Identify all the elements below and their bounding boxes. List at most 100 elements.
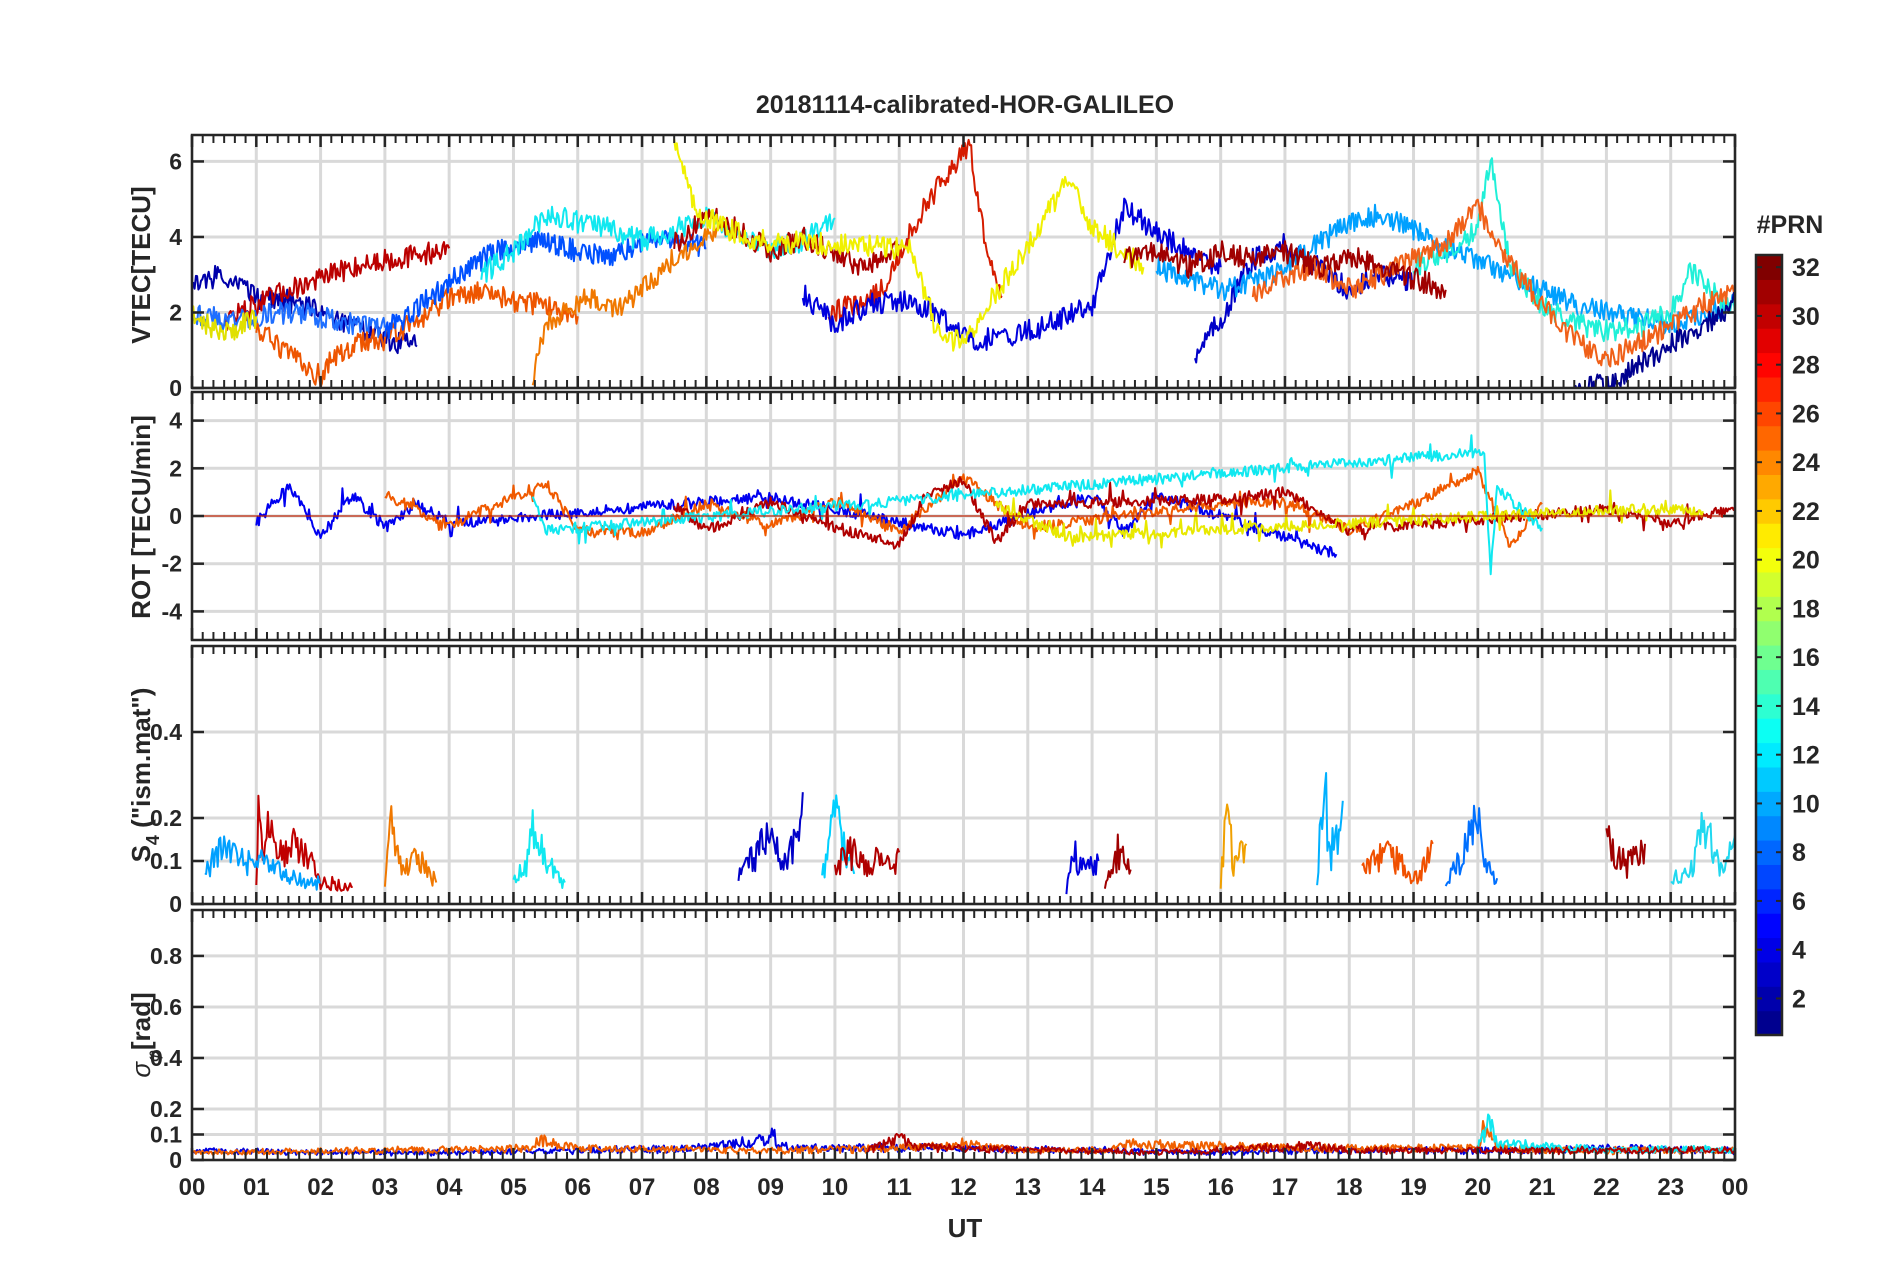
series-line-prn-31 [1103, 833, 1132, 889]
colorbar-tick-label: 8 [1792, 839, 1806, 867]
colorbar-band [1756, 620, 1782, 646]
y-tick-label: 0.1 [150, 1121, 182, 1147]
x-tick-label: 16 [1207, 1174, 1234, 1201]
series-line-prn-26 [1361, 839, 1434, 885]
colorbar-tick-label: 32 [1792, 254, 1820, 282]
y-axis-label-s4: S4 ("ism.mat") [126, 688, 163, 863]
series-group [204, 772, 1735, 895]
figure-title: 20181114-calibrated-HOR-GALILEO [756, 91, 1174, 119]
series-line-prn-30 [255, 794, 353, 892]
colorbar-band [1756, 328, 1782, 354]
x-tick-label: 02 [307, 1174, 334, 1201]
y-tick-label: 0.4 [150, 719, 182, 745]
x-tick-label: 21 [1529, 1174, 1556, 1201]
series-line-prn-26 [1251, 198, 1735, 368]
colorbar-tick-label: 24 [1792, 449, 1820, 477]
colorbar-tick-label: 28 [1792, 352, 1820, 380]
series-line-prn-24 [531, 221, 721, 386]
y-tick-label: 0.8 [150, 943, 182, 969]
series-line-prn-9 [192, 301, 386, 339]
colorbar-tick-label: 20 [1792, 547, 1820, 575]
x-tick-label: 08 [693, 1174, 720, 1201]
colorbar-band [1756, 961, 1782, 987]
y-tick-label: -4 [162, 598, 183, 624]
colorbar-band [1756, 864, 1782, 890]
x-tick-label: 19 [1400, 1174, 1427, 1201]
colorbar-tick-label: 22 [1792, 498, 1820, 526]
y-axis-label-sub: φ [143, 1050, 163, 1062]
colorbar-band [1756, 718, 1782, 744]
series-line-prn-25 [255, 281, 579, 388]
colorbar-tick-label: 14 [1792, 693, 1820, 721]
series-line-prn-4 [801, 197, 1222, 351]
colorbar-band [1756, 523, 1782, 549]
x-tick-label: 00 [1722, 1174, 1749, 1201]
series-line-prn-24 [383, 805, 438, 887]
y-tick-label: 0.1 [150, 848, 182, 874]
colorbar-tick-label: 6 [1792, 888, 1806, 916]
colorbar-band [1756, 571, 1782, 597]
colorbar-tick-label: 16 [1792, 644, 1820, 672]
series-line-prn-29 [1123, 240, 1447, 300]
panel-rot: -4 -2 0 2 4 ROT [TECU/min] [126, 390, 1737, 642]
colorbar-band [1756, 474, 1782, 500]
y-tick-label: -2 [162, 551, 182, 577]
colorbar-frame [1754, 253, 1784, 1037]
series-group [192, 434, 1735, 576]
series-line-prn-31 [1605, 825, 1646, 879]
colorbar-band [1756, 425, 1782, 451]
y-tick-label: 4 [169, 408, 182, 434]
y-tick-label: 0 [169, 1147, 182, 1173]
series-line-prn-12 [821, 794, 856, 879]
series-line-prn-31 [866, 1132, 1735, 1157]
y-tick-label: 2 [169, 455, 182, 481]
colorbar-band [1756, 815, 1782, 841]
x-tick-label: 14 [1079, 1174, 1106, 1201]
y-tick-label: 0 [169, 503, 182, 529]
y-axis-label-sub: 4 [143, 835, 163, 845]
x-tick-label: 01 [243, 1174, 270, 1201]
panel-sigma_phi: 00.10.2 0.4 0.6 0.8 σφ[rad] 00 01 02 03 04 05 06 07 0… [126, 908, 1749, 1201]
y-tick-label: 0.2 [150, 805, 182, 831]
colorbar-tick-label: 10 [1792, 790, 1820, 818]
colorbar-tick-label: 12 [1792, 742, 1820, 770]
series-line-prn-10 [204, 835, 321, 891]
x-axis-label: UT [948, 1213, 983, 1243]
colorbar-tick-label: 30 [1792, 303, 1820, 331]
colorbar-label: #PRN [1757, 211, 1824, 239]
colorbar-tick-label: 18 [1792, 595, 1820, 623]
y-tick-label: 4 [169, 224, 182, 250]
y-axis-label-rot: ROT [TECU/min] [126, 415, 156, 619]
panel-s4: 0 0.1 0.2 0.4S4 ("ism.mat") [126, 644, 1737, 917]
x-tick-label: 07 [629, 1174, 656, 1201]
x-tick-label: 22 [1593, 1174, 1620, 1201]
series-line-prn-20 [994, 489, 1704, 549]
y-tick-label: 0.6 [150, 994, 182, 1020]
series-line-prn-12 [1670, 811, 1735, 885]
series-line-prn-1 [1574, 292, 1735, 388]
y-axis-label-vtec: VTEC[TECU] [126, 186, 156, 343]
series-line-prn-13 [531, 434, 1544, 576]
x-tick-label: 20 [1464, 1174, 1491, 1201]
x-tick-label: 17 [1272, 1174, 1299, 1201]
y-tick-label: 0 [169, 891, 182, 917]
y-tick-label: 6 [169, 148, 182, 174]
y-tick-label: 0 [169, 375, 182, 401]
series-line-prn-8 [1444, 804, 1499, 887]
y-axis-label-main: S [126, 845, 156, 862]
colorbar-tick-label: 4 [1792, 937, 1806, 965]
series-line-prn-5 [255, 483, 1338, 558]
colorbar-band [1756, 669, 1782, 695]
series-group [192, 138, 1735, 388]
y-tick-label: 0.4 [150, 1045, 182, 1071]
series-line-prn-14 [1412, 157, 1735, 343]
colorbar-band [1756, 279, 1782, 305]
panel-vtec: 0 2 4 6 VTEC[TECU] [126, 133, 1737, 401]
x-tick-label: 10 [822, 1174, 849, 1201]
y-axis-label-sigma_phi: σφ[rad] [126, 992, 163, 1077]
series-line-prn-13 [512, 809, 566, 889]
x-tick-label: 23 [1657, 1174, 1684, 1201]
